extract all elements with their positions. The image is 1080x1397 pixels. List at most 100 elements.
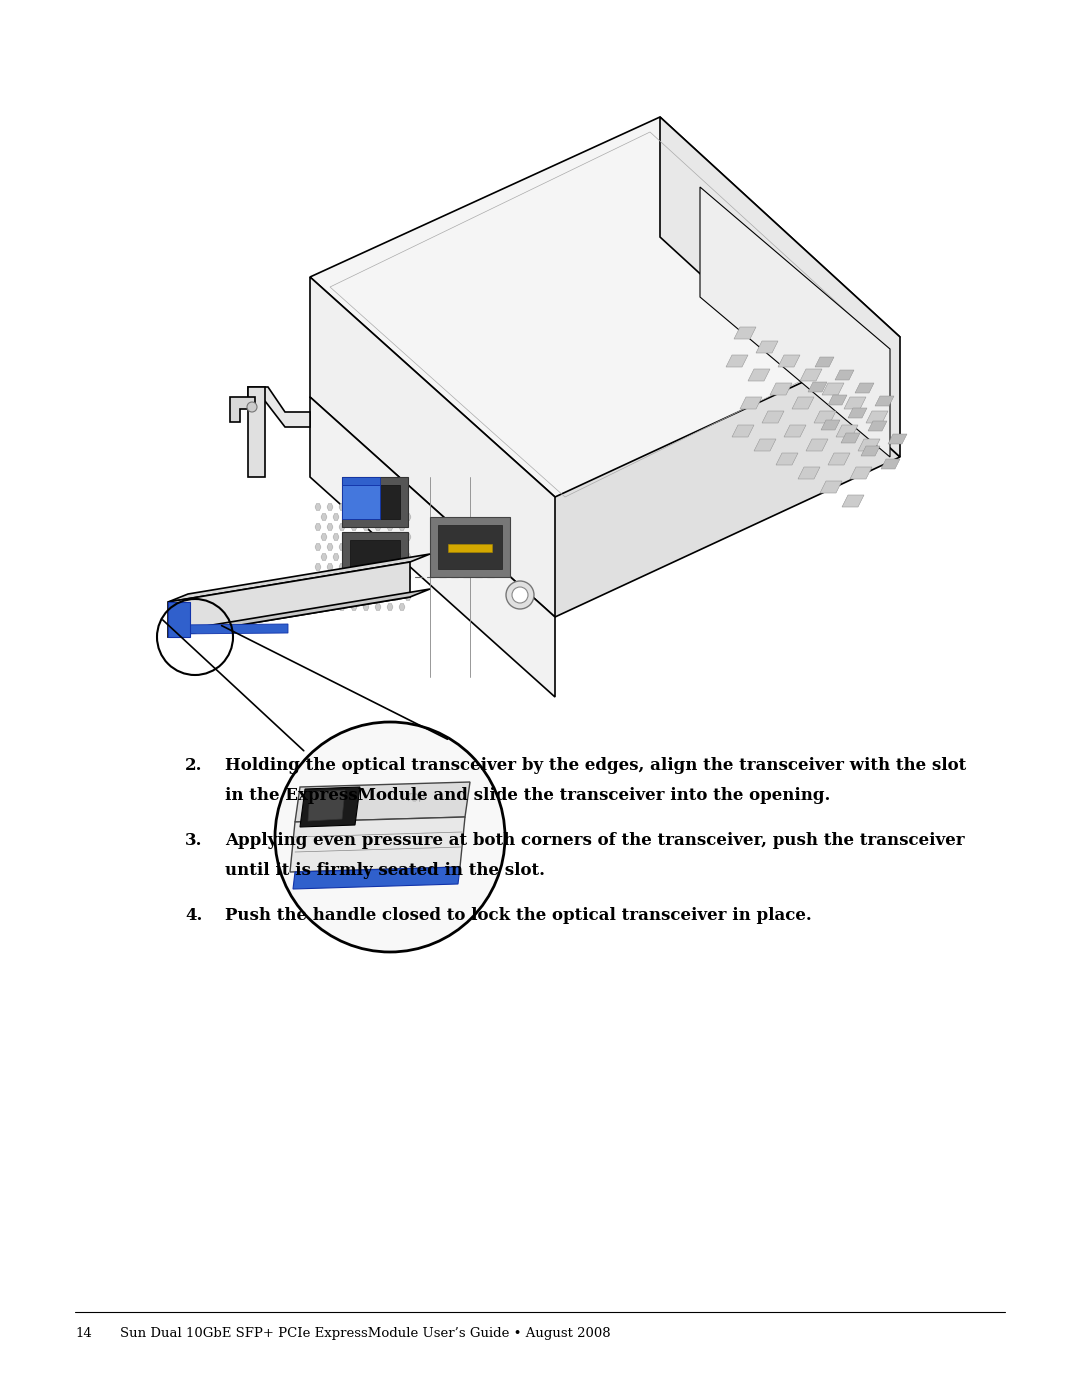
Polygon shape [363,543,369,550]
Polygon shape [351,563,357,570]
Polygon shape [345,534,351,541]
Polygon shape [342,485,380,520]
Polygon shape [405,534,411,541]
Polygon shape [327,563,333,570]
Polygon shape [842,495,864,507]
Polygon shape [858,439,880,451]
Polygon shape [841,433,860,443]
Polygon shape [357,514,363,521]
Polygon shape [399,543,405,550]
Polygon shape [369,574,375,581]
Polygon shape [315,543,321,550]
Polygon shape [835,370,854,380]
Polygon shape [868,420,887,432]
Polygon shape [342,476,408,527]
Polygon shape [327,524,333,531]
Polygon shape [375,503,381,510]
Polygon shape [321,574,327,581]
Polygon shape [327,543,333,550]
Polygon shape [350,541,400,574]
Polygon shape [351,503,357,510]
Polygon shape [381,553,387,560]
Polygon shape [393,534,399,541]
Polygon shape [310,397,555,697]
Polygon shape [357,534,363,541]
Polygon shape [369,534,375,541]
Polygon shape [339,584,345,591]
Polygon shape [357,574,363,581]
Polygon shape [339,524,345,531]
Polygon shape [821,420,840,430]
Polygon shape [369,594,375,601]
Polygon shape [438,525,502,569]
Polygon shape [756,341,778,353]
Polygon shape [369,514,375,521]
Polygon shape [430,517,510,577]
Polygon shape [822,383,843,395]
Text: 4.: 4. [185,907,202,923]
Polygon shape [339,563,345,570]
Polygon shape [405,553,411,560]
Polygon shape [740,397,762,409]
Polygon shape [315,524,321,531]
Polygon shape [345,594,351,601]
Text: Push the handle closed to lock the optical transceiver in place.: Push the handle closed to lock the optic… [225,907,812,923]
Polygon shape [381,574,387,581]
Polygon shape [248,387,310,427]
Polygon shape [315,604,321,610]
Polygon shape [339,543,345,550]
Text: TOP: TOP [405,793,426,805]
Polygon shape [815,358,834,367]
Polygon shape [333,574,339,581]
Circle shape [512,587,528,604]
Polygon shape [333,553,339,560]
Polygon shape [291,817,465,872]
Polygon shape [393,574,399,581]
Polygon shape [295,782,470,821]
Polygon shape [168,562,410,637]
Polygon shape [700,187,890,457]
Text: in the ExpressModule and slide the transceiver into the opening.: in the ExpressModule and slide the trans… [225,787,831,805]
Polygon shape [168,590,430,637]
Polygon shape [357,594,363,601]
Polygon shape [828,395,847,405]
Polygon shape [375,604,381,610]
Polygon shape [333,514,339,521]
Polygon shape [315,563,321,570]
Polygon shape [310,277,555,617]
Polygon shape [381,514,387,521]
Polygon shape [375,584,381,591]
Polygon shape [387,543,393,550]
Polygon shape [345,553,351,560]
Polygon shape [173,624,288,634]
Polygon shape [777,453,798,465]
Polygon shape [375,563,381,570]
Polygon shape [399,563,405,570]
Polygon shape [168,555,430,602]
Polygon shape [321,594,327,601]
Polygon shape [820,481,842,493]
Polygon shape [808,381,827,393]
Polygon shape [230,397,255,422]
Polygon shape [387,524,393,531]
Polygon shape [351,604,357,610]
Polygon shape [726,355,748,367]
Polygon shape [321,553,327,560]
Polygon shape [375,524,381,531]
Polygon shape [375,543,381,550]
Polygon shape [381,534,387,541]
Polygon shape [861,446,880,455]
Polygon shape [806,439,828,451]
Polygon shape [342,476,380,485]
Polygon shape [866,411,888,423]
Polygon shape [351,524,357,531]
Polygon shape [351,584,357,591]
Polygon shape [393,514,399,521]
Polygon shape [848,408,867,418]
Polygon shape [405,594,411,601]
Polygon shape [351,543,357,550]
Polygon shape [363,524,369,531]
Polygon shape [732,425,754,437]
Polygon shape [345,574,351,581]
Polygon shape [814,411,836,423]
